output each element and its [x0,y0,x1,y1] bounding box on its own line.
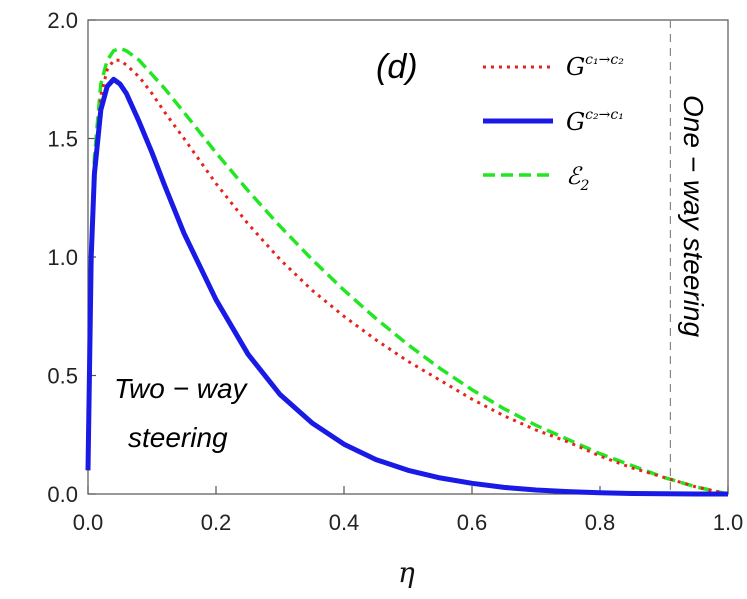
y-tick-label: 2.0 [47,8,78,33]
x-tick-label: 0.4 [329,510,360,535]
axis-ticks: 0.0 0.2 0.4 0.6 0.8 1.0 0.0 0.5 1.0 1.5 2.0 [47,8,743,535]
y-tick-label: 0.5 [47,364,78,389]
y-tick-label: 1.0 [47,245,78,270]
x-tick-label: 0.0 [73,510,104,535]
legend: Gc₁→c₂ Gc₂→c₁ ℰ2 [483,52,624,194]
series-line-0 [86,58,729,496]
legend-label-g-c1-c2: Gc₁→c₂ [566,52,624,81]
y-tick-label: 1.5 [47,127,78,152]
x-tick-label: 0.2 [201,510,232,535]
panel-label: (d) [376,48,418,86]
x-tick-label: 0.6 [457,510,488,535]
x-tick-label: 0.8 [585,510,616,535]
x-axis-label: η [398,556,415,589]
legend-label-g-c2-c1: Gc₂→c₁ [566,107,624,136]
legend-label-e2: ℰ2 [566,162,590,194]
annotation-one-way: One − way steering [678,95,709,337]
series-group [85,46,729,497]
x-tick-label: 1.0 [713,510,744,535]
annotation-two-way-line1: Two − way [114,373,249,404]
series-line-2 [86,46,729,496]
annotation-two-way-line2: steering [128,422,228,453]
y-tick-label: 0.0 [47,482,78,507]
series-line-1 [85,76,728,497]
